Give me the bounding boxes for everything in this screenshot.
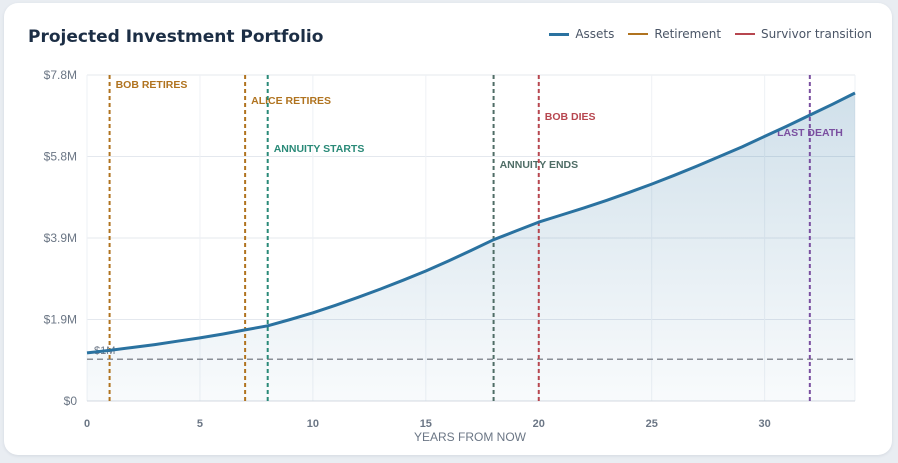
x-tick-label: 15: [420, 418, 432, 430]
y-tick-label: $5.8M: [44, 150, 77, 164]
legend-label-retirement: Retirement: [654, 27, 722, 41]
event-label: LAST DEATH: [777, 127, 843, 139]
x-axis-label: YEARS FROM NOW: [414, 430, 527, 444]
y-tick-label: $1.9M: [44, 313, 77, 327]
x-tick-label: 30: [759, 418, 771, 430]
x-tick-label: 5: [197, 418, 203, 430]
assets-line: [86, 91, 856, 355]
assets-area: [87, 93, 855, 401]
legend-item-survivor: Survivor transition: [735, 27, 872, 41]
y-tick-label: $0: [64, 394, 78, 408]
x-tick-label: 25: [646, 418, 658, 430]
legend-swatch-assets: [549, 32, 570, 36]
chart-title: Projected Investment Portfolio: [28, 27, 324, 47]
legend-label-survivor: Survivor transition: [761, 27, 872, 41]
event-label: ANNUITY STARTS: [274, 143, 365, 155]
event-label: BOB RETIRES: [116, 79, 188, 91]
y-tick-label: $3.9M: [44, 231, 77, 245]
chart-legend: Assets Retirement Survivor transition: [549, 27, 872, 41]
legend-item-retirement: Retirement: [628, 27, 721, 41]
event-label: ANNUITY ENDS: [500, 159, 579, 171]
x-tick-label: 10: [307, 418, 319, 430]
legend-swatch-survivor: [735, 33, 756, 35]
x-tick-label: 20: [533, 418, 545, 430]
legend-item-assets: Assets: [549, 27, 614, 41]
x-tick-label: 0: [84, 418, 90, 430]
event-label: ALICE RETIRES: [251, 95, 331, 107]
legend-label-assets: Assets: [575, 27, 615, 41]
legend-swatch-retirement: [628, 33, 649, 35]
y-tick-label: $7.8M: [44, 68, 77, 82]
event-label: BOB DIES: [545, 111, 596, 123]
